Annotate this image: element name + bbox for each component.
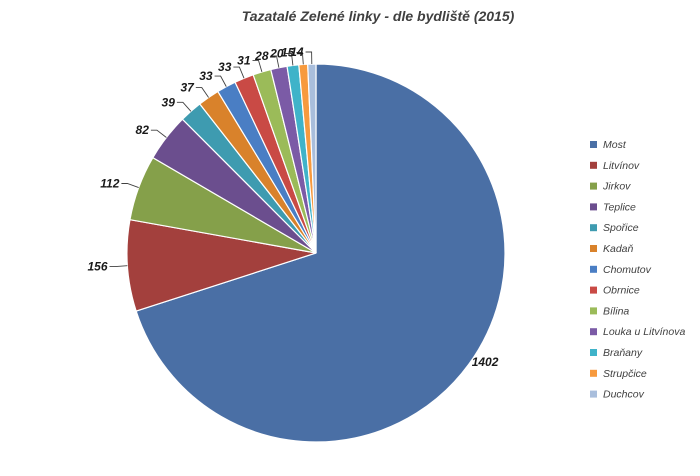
legend-item-obrnice: Obrnice: [590, 285, 640, 297]
legend-label: Jirkov: [602, 181, 631, 193]
data-label-litvinov: 156: [87, 260, 107, 274]
legend-item-branany: Braňany: [590, 347, 643, 359]
pie-slice-most: [135, 63, 506, 443]
data-label-kadan: 37: [180, 81, 195, 95]
legend-swatch: [590, 141, 597, 148]
legend-item-louka-u-litvinova: Louka u Litvínova: [590, 326, 685, 338]
data-label-chomutov: 33: [199, 69, 213, 83]
leader-line-obrnice: [233, 66, 245, 79]
leader-line-litvinov: [109, 265, 128, 268]
legend-swatch: [590, 307, 597, 315]
legend-swatch: [590, 161, 597, 169]
legend-swatch: [590, 286, 597, 294]
legend-swatch: [590, 265, 597, 273]
legend-swatch: [590, 328, 597, 336]
leader-line-chomutov: [214, 75, 227, 87]
data-label-bilina: 31: [237, 53, 251, 67]
legend-swatch: [590, 349, 597, 356]
legend-item-strupcice: Strupčice: [590, 368, 647, 380]
legend-label: Obrnice: [603, 285, 640, 297]
data-label-teplice: 82: [136, 123, 150, 137]
leader-line-louka-u-litvinova: [270, 55, 280, 68]
legend-label: Bílina: [603, 305, 629, 317]
legend-item-sporice: Spořice: [590, 222, 639, 234]
legend-label: Teplice: [603, 201, 636, 213]
legend-swatch: [590, 203, 597, 211]
legend-item-teplice: Teplice: [590, 201, 636, 213]
legend-label: Kadaň: [603, 243, 634, 255]
legend: Most Litvínov Jirkov Teplice Spořice Kadaň Cho…: [590, 139, 685, 401]
leader-line-branany: [285, 53, 294, 66]
legend-swatch: [590, 245, 597, 252]
legend-label: Braňany: [603, 347, 643, 359]
data-label-sporice: 39: [162, 95, 176, 109]
legend-item-litvinov: Litvínov: [590, 160, 640, 172]
legend-label: Spořice: [603, 222, 639, 234]
legend-label: Strupčice: [603, 368, 647, 380]
leader-line-sporice: [176, 101, 192, 112]
legend-label: Litvínov: [603, 160, 640, 172]
legend-item-jirkov: Jirkov: [590, 181, 631, 193]
legend-swatch: [590, 369, 597, 377]
pie-slices: [126, 63, 506, 443]
legend-item-most: Most: [590, 139, 627, 151]
data-label-branany: 20: [269, 47, 284, 61]
pie-slice-litvinov: [126, 218, 317, 312]
leader-line-strupcice: [296, 52, 304, 65]
leader-line-kadan: [195, 87, 209, 98]
pie-slice-duchcov: [307, 63, 317, 254]
leader-line-bilina: [252, 59, 263, 73]
label-leader-lines: [109, 51, 313, 268]
legend-item-duchcov: Duchcov: [590, 389, 645, 401]
legend-swatch: [590, 182, 597, 190]
data-label-obrnice: 33: [218, 60, 232, 74]
data-label-strupcice: 15: [281, 46, 295, 60]
legend-swatch: [590, 390, 597, 398]
leader-line-duchcov: [305, 51, 313, 65]
legend-label: Duchcov: [603, 389, 645, 401]
legend-label: Louka u Litvínova: [603, 326, 685, 338]
legend-swatch: [590, 224, 597, 232]
legend-label: Most: [603, 139, 627, 151]
leader-line-jirkov: [121, 183, 139, 189]
legend-item-chomutov: Chomutov: [590, 264, 652, 276]
data-label-jirkov: 112: [100, 177, 119, 191]
legend-item-kadan: Kadaň: [590, 243, 634, 255]
data-label-louka-u-litvinova: 28: [254, 49, 269, 63]
legend-item-bilina: Bílina: [590, 305, 629, 317]
data-label-most: 1402: [472, 355, 499, 369]
legend-label: Chomutov: [603, 264, 652, 276]
data-label-duchcov: 14: [290, 45, 304, 59]
chart-title: Tazatalé Zelené linky - dle bydliště (20…: [242, 8, 515, 24]
leader-line-teplice: [150, 129, 167, 138]
